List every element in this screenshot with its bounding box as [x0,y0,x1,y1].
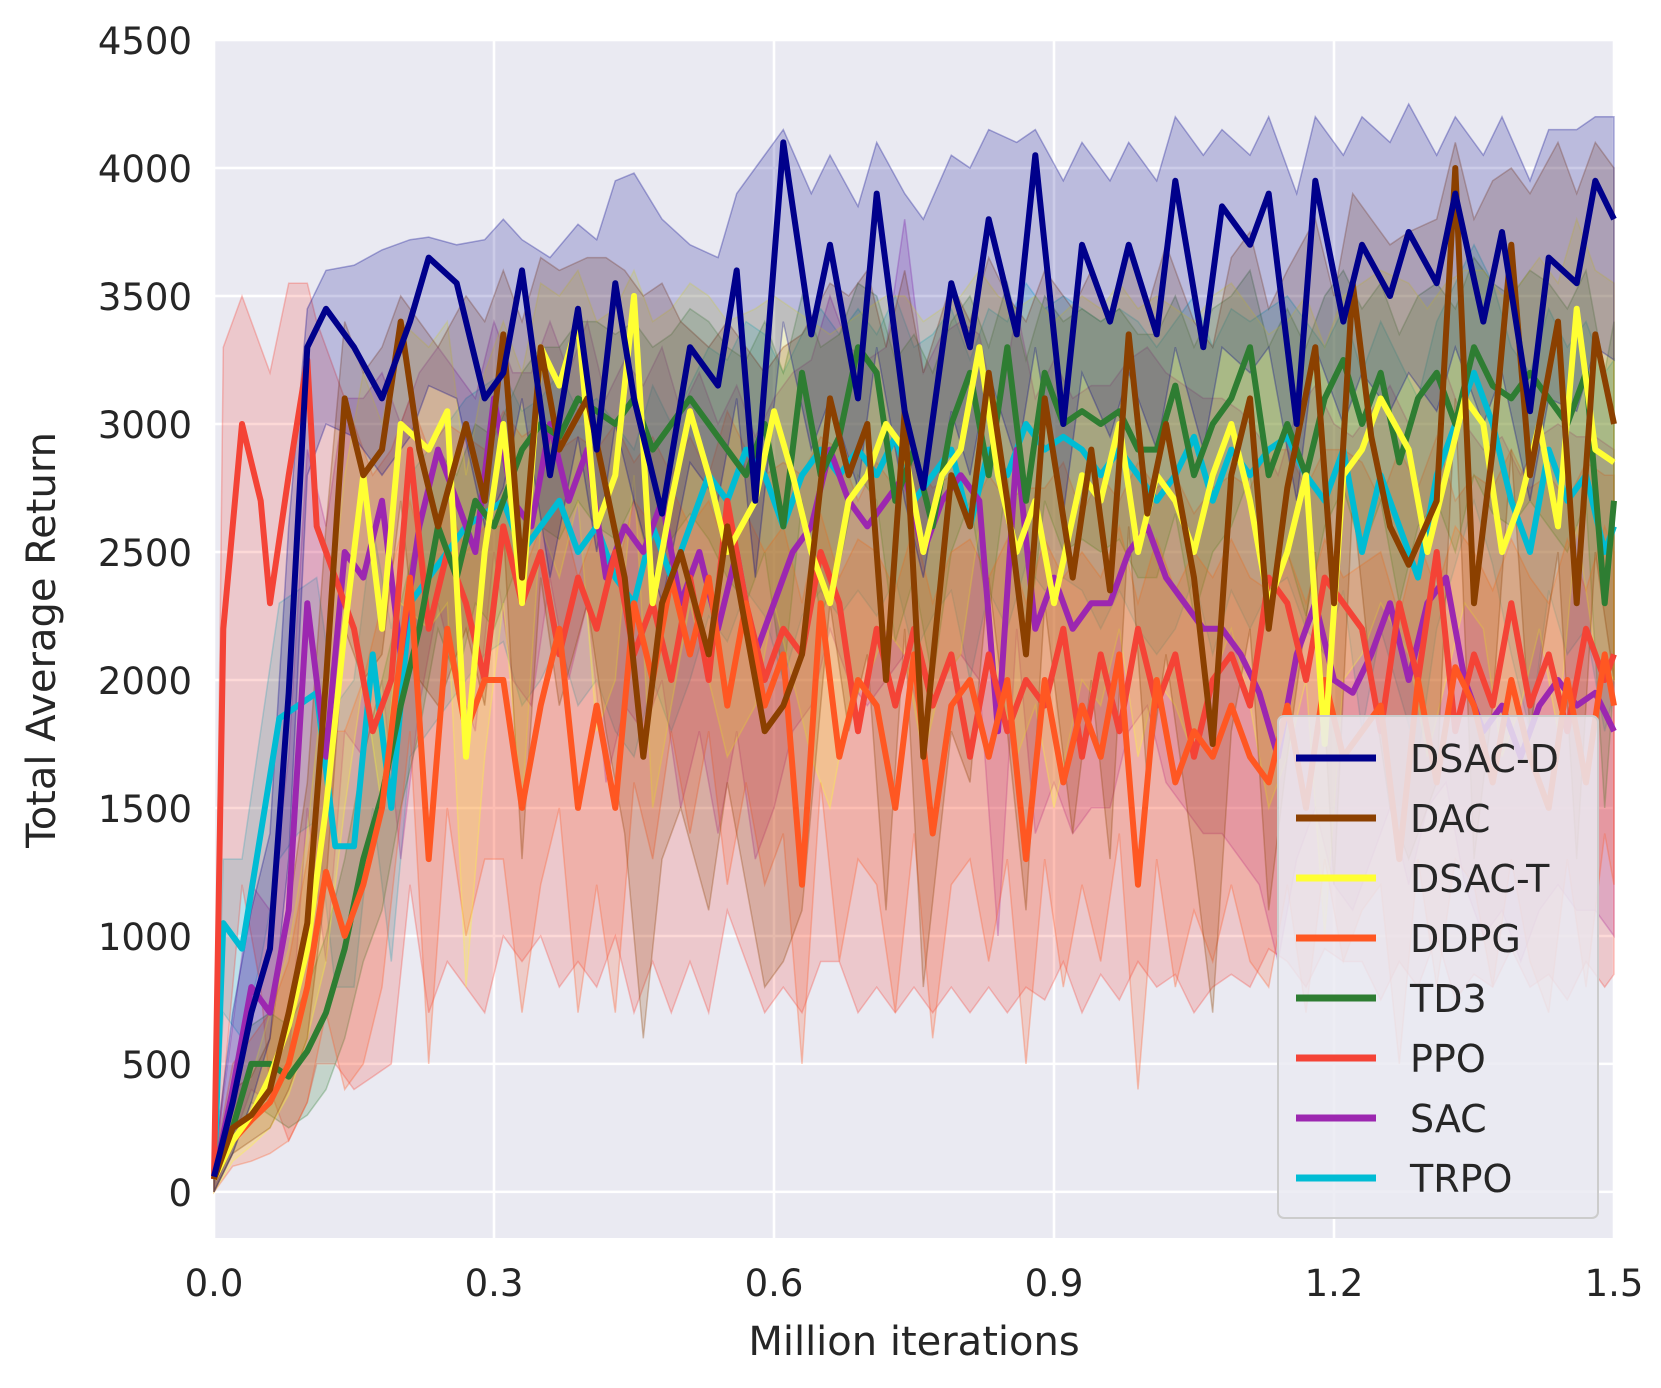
series-lines [211,139,1617,1181]
y-tick-label: 4000 [98,148,192,191]
legend-box [1277,715,1599,1219]
y-tick-label: 1500 [98,788,192,831]
legend-label-dsac-t: DSAC-T [1410,857,1550,901]
x-tick-label: 1.2 [1305,1262,1364,1305]
x-tick-label: 0.3 [465,1262,524,1305]
line-dsac-t [211,293,1616,1181]
x-axis-label: Million iterations [748,1319,1079,1365]
y-axis-label: Total Average Return [19,432,65,849]
y-tick-label: 2000 [98,660,192,703]
y-tick-label: 2500 [98,532,192,575]
legend-label-td3: TD3 [1409,977,1487,1021]
y-tick-label: 3000 [98,404,192,447]
y-tick-label: 0 [168,1172,192,1215]
legend-label-ppo: PPO [1410,1037,1486,1081]
y-tick-label: 1000 [98,916,192,959]
legend-label-ddpg: DDPG [1410,917,1521,961]
y-tick-label: 3500 [98,276,192,319]
x-tick-label: 0.6 [745,1262,804,1305]
legend-label-trpo: TRPO [1409,1157,1512,1201]
x-tick-label: 0.9 [1025,1262,1084,1305]
x-tick-label: 0.0 [185,1262,244,1305]
y-tick-label: 500 [121,1044,192,1087]
y-tick-label: 4500 [98,20,192,63]
legend-label-dac: DAC [1410,797,1490,841]
tick-labels: 0 500 1000 1500 2000 2500 3000 3500 4000 4500 0.0 0… [98,20,1644,1305]
x-tick-label: 1.5 [1585,1262,1644,1305]
legend-label-dsac-d: DSAC-D [1410,737,1559,781]
legend: DSAC-D DAC DSAC-T DDPG TD3 PPO SAC TRPO [1277,715,1599,1219]
line-dsac-d [211,139,1617,1178]
legend-label-sac: SAC [1410,1097,1487,1141]
